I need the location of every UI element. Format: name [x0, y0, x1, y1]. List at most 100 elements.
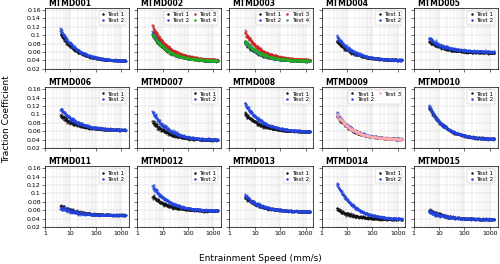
Test 2 — [122, 129, 128, 132]
Line: Test 2: Test 2 — [152, 110, 218, 141]
Test 1 — [307, 210, 313, 213]
Test 2 — [301, 130, 307, 133]
Test 2 — [372, 57, 378, 60]
Test 3 — [394, 137, 400, 140]
Test 2 — [486, 219, 492, 222]
Line: Test 2: Test 2 — [336, 112, 402, 140]
Test 2 — [58, 208, 64, 211]
Test 4 — [188, 57, 194, 60]
Line: Test 1: Test 1 — [60, 114, 126, 131]
Test 2 — [296, 58, 302, 61]
Test 1 — [466, 136, 472, 139]
Legend: Test 1, Test 2: Test 1, Test 2 — [98, 169, 126, 183]
Test 2 — [466, 134, 472, 138]
Test 1 — [282, 130, 288, 133]
Test 2 — [465, 218, 471, 221]
Test 2 — [426, 103, 432, 107]
Test 2 — [112, 129, 118, 132]
Test 1 — [466, 217, 472, 220]
Test 1 — [282, 58, 288, 62]
Test 4 — [188, 58, 194, 61]
Test 1 — [481, 51, 487, 54]
Text: MTMD006: MTMD006 — [48, 78, 92, 87]
Test 1 — [215, 138, 221, 142]
Test 2 — [398, 59, 404, 62]
Test 1 — [394, 218, 400, 221]
Text: MTMD015: MTMD015 — [417, 157, 460, 166]
Test 1 — [372, 136, 378, 139]
Test 1 — [426, 105, 432, 108]
Test 2 — [215, 138, 221, 141]
Test 1 — [389, 58, 395, 61]
Test 2 — [150, 183, 156, 187]
Test 2 — [334, 35, 340, 38]
Line: Test 2: Test 2 — [60, 108, 126, 131]
Text: MTMD003: MTMD003 — [232, 0, 276, 8]
Test 2 — [280, 128, 286, 131]
Test 2 — [465, 135, 471, 139]
Text: MTMD013: MTMD013 — [232, 157, 276, 166]
Test 1 — [464, 135, 470, 138]
Test 1 — [150, 195, 156, 199]
Test 2 — [280, 128, 286, 131]
Test 1 — [426, 207, 432, 210]
Test 2 — [399, 137, 405, 140]
Test 3 — [301, 59, 307, 62]
Test 2 — [465, 49, 471, 53]
Test 1 — [202, 210, 207, 213]
Test 1 — [242, 111, 248, 114]
Test 1 — [209, 138, 215, 141]
Test 2 — [150, 187, 156, 190]
Test 2 — [334, 181, 340, 185]
Test 1 — [281, 209, 287, 212]
Test 2 — [282, 128, 288, 131]
Test 2 — [215, 209, 221, 212]
Test 1 — [396, 138, 402, 142]
Test 2 — [302, 211, 308, 214]
Test 2 — [482, 50, 488, 53]
Test 4 — [212, 60, 218, 63]
Test 1 — [389, 137, 395, 140]
Test 1 — [120, 214, 126, 218]
Test 3 — [190, 56, 196, 59]
Test 2 — [492, 50, 498, 53]
Test 2 — [242, 42, 248, 45]
Test 1 — [302, 60, 308, 63]
Test 1 — [282, 209, 288, 212]
Test 2 — [372, 215, 378, 218]
Test 2 — [394, 59, 400, 62]
Test 1 — [307, 130, 313, 134]
Test 2 — [465, 135, 471, 138]
Test 1 — [96, 213, 102, 216]
Test 2 — [242, 40, 248, 43]
Test 1 — [204, 59, 210, 62]
Test 2 — [208, 210, 214, 213]
Test 3 — [372, 136, 378, 140]
Test 2 — [374, 56, 380, 60]
Test 1 — [188, 208, 194, 211]
Legend: Test 1, Test 2: Test 1, Test 2 — [375, 169, 402, 183]
Test 1 — [490, 138, 496, 141]
Test 2 — [484, 51, 490, 54]
Text: Entrainment Speed (mm/s): Entrainment Speed (mm/s) — [198, 254, 322, 263]
Legend: Test 1, Test 2: Test 1, Test 2 — [468, 169, 494, 183]
Test 1 — [465, 217, 471, 220]
Test 1 — [334, 206, 340, 210]
Test 1 — [394, 138, 400, 141]
Test 1 — [281, 128, 287, 131]
Test 2 — [188, 137, 194, 140]
Test 2 — [120, 59, 126, 63]
Line: Test 1: Test 1 — [336, 207, 402, 221]
Test 2 — [334, 182, 340, 185]
Test 1 — [373, 136, 379, 139]
Text: Traction Coefficient: Traction Coefficient — [2, 75, 12, 163]
Test 1 — [372, 57, 378, 60]
Test 1 — [150, 195, 156, 198]
Test 1 — [112, 214, 118, 217]
Test 1 — [486, 51, 492, 54]
Test 2 — [307, 59, 313, 63]
Line: Test 2: Test 2 — [336, 182, 402, 220]
Test 3 — [242, 30, 248, 34]
Test 2 — [334, 111, 340, 114]
Test 1 — [481, 136, 487, 140]
